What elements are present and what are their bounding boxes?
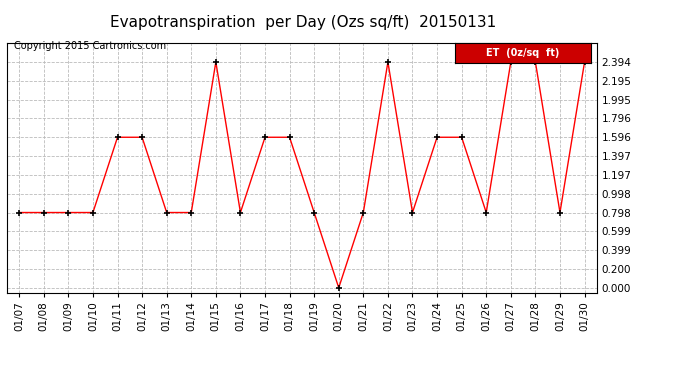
Text: Copyright 2015 Cartronics.com: Copyright 2015 Cartronics.com (14, 41, 166, 51)
Text: Evapotranspiration  per Day (Ozs sq/ft)  20150131: Evapotranspiration per Day (Ozs sq/ft) 2… (110, 15, 497, 30)
